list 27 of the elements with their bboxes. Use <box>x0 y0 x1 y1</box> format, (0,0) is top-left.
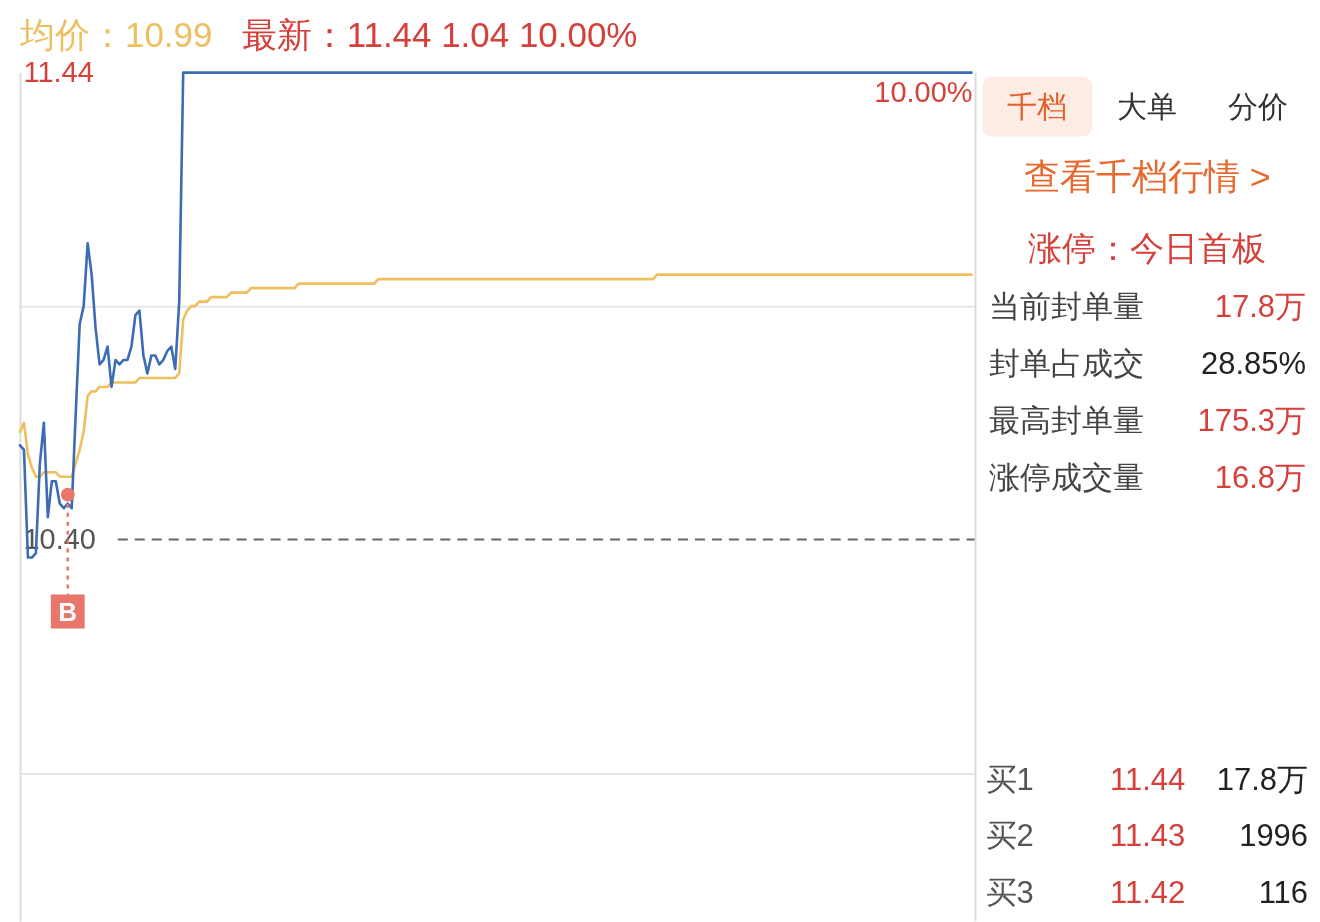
text: 最高封单量 <box>988 403 1144 439</box>
chart-subtitle: 最新：11.44 1.04 10.00% <box>241 14 638 54</box>
text: B <box>58 596 78 627</box>
text: 当前封单量 <box>988 289 1144 325</box>
text: 分价 <box>1228 89 1289 123</box>
text: 175.3万 <box>1197 403 1307 439</box>
line-series <box>18 273 973 479</box>
text: 大单 <box>1117 89 1178 123</box>
text: 11.43 <box>1110 818 1186 854</box>
text: 买1 <box>985 761 1034 797</box>
text: 17.8万 <box>1214 289 1307 325</box>
annotation: 10.00% <box>874 75 973 108</box>
text: 涨停：今日首板 <box>1028 229 1267 268</box>
text: 买2 <box>985 818 1034 854</box>
text: 1996 <box>1239 818 1309 854</box>
text: 17.8万 <box>1216 761 1309 797</box>
text: 查看千档行情 > <box>1023 156 1271 198</box>
text: 28.85% <box>1201 346 1307 382</box>
text: 116 <box>1258 875 1309 911</box>
text: 11.42 <box>1110 875 1186 911</box>
chart-title: 均价：10.99 <box>18 14 213 54</box>
text: 千档 <box>1007 89 1068 123</box>
text: 11.44 <box>1110 761 1186 797</box>
text: 16.8万 <box>1214 459 1307 495</box>
text: 封单占成交 <box>988 346 1144 382</box>
text: 买3 <box>985 875 1034 911</box>
text: 涨停成交量 <box>988 459 1144 495</box>
